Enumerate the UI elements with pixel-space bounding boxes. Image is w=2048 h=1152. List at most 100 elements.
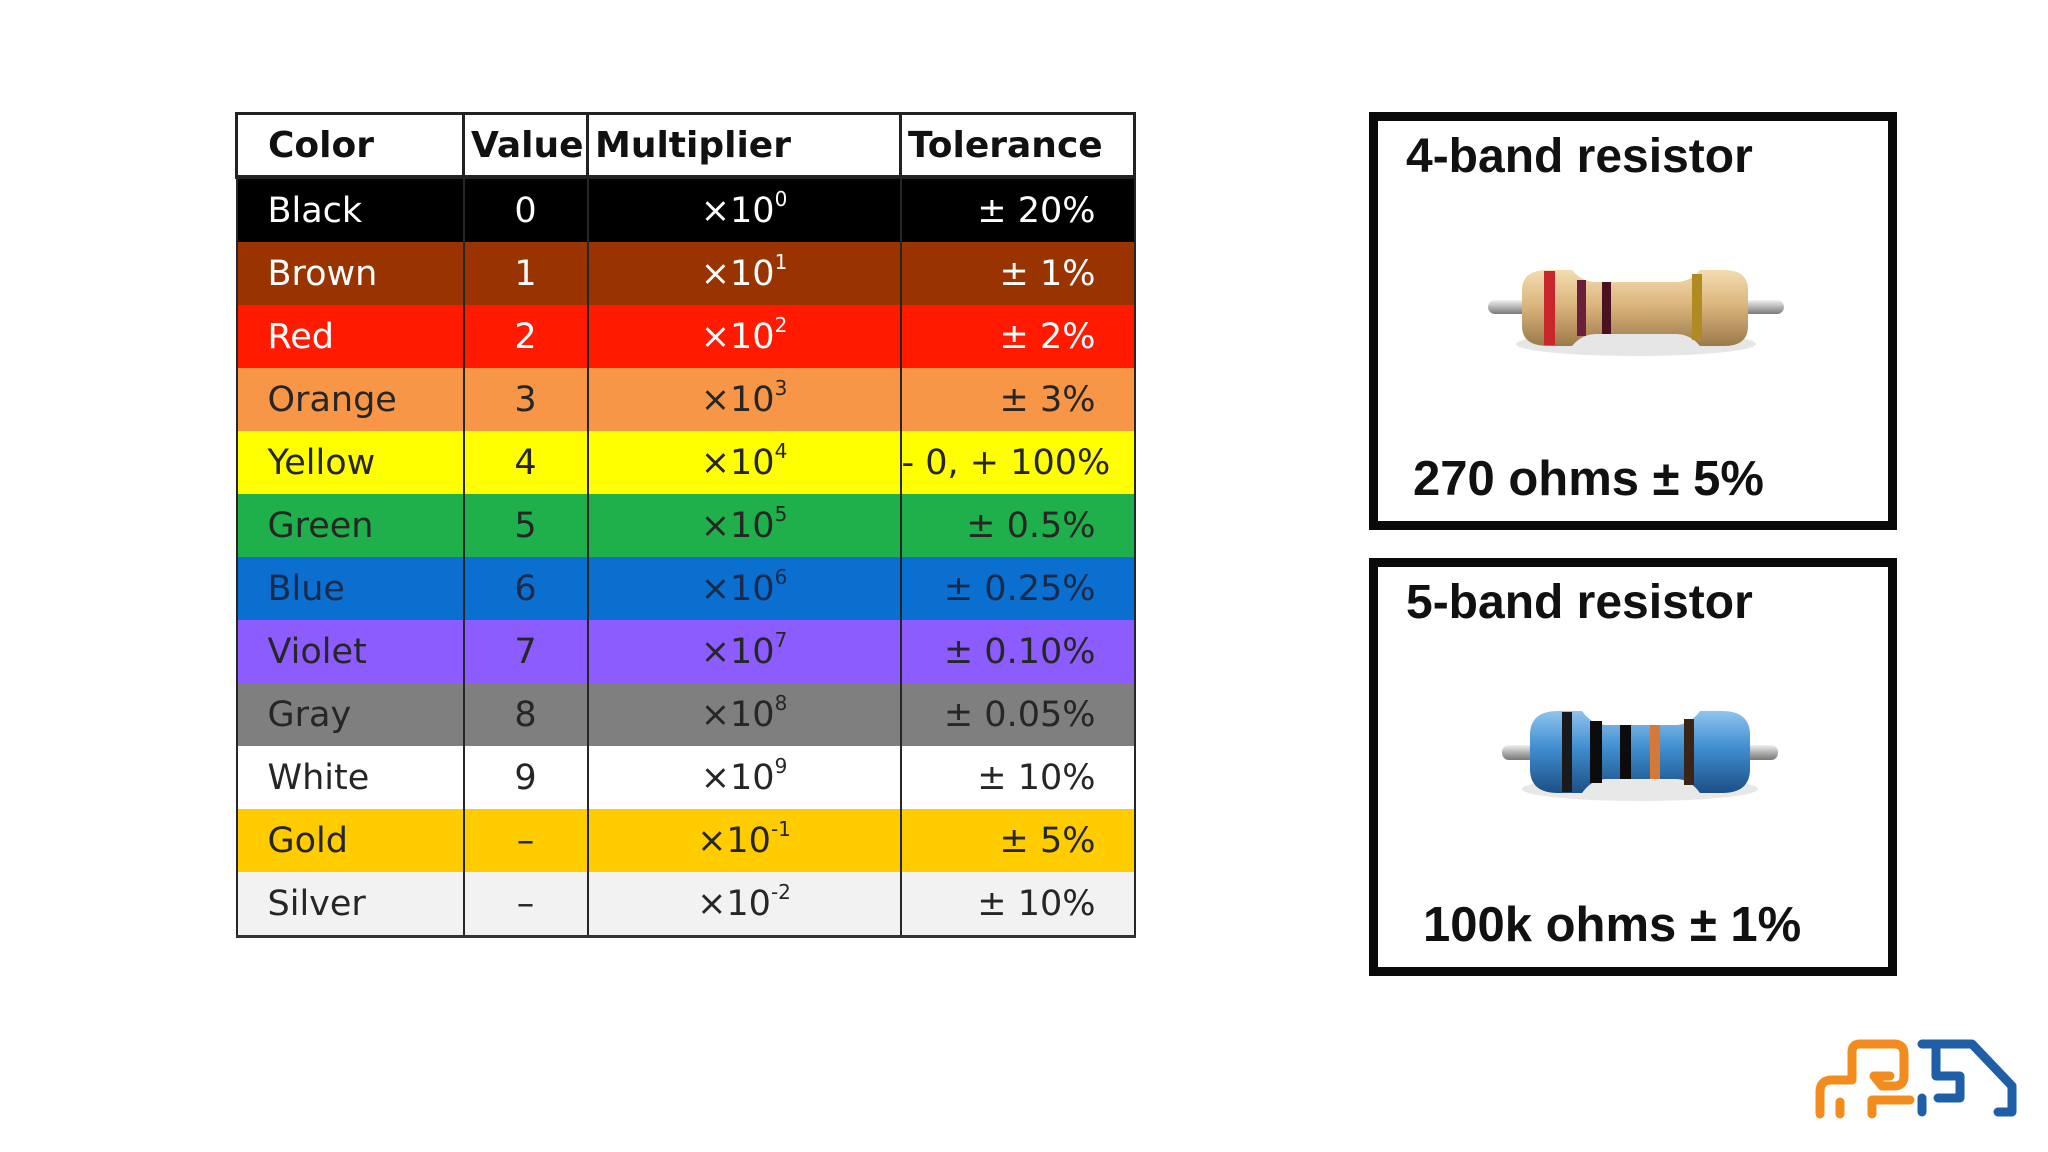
multiplier-exponent: 7 [774, 627, 788, 652]
table-row: Orange 3 ×103 ± 3% [235, 368, 1136, 431]
table-row: Green 5 ×105 ± 0.5% [235, 494, 1136, 557]
cell-value: 5 [462, 494, 589, 557]
four-band-resistor-card: 4-band resistor 270 ohms ± 5% [1369, 112, 1897, 530]
multiplier-base: ×10 [700, 694, 775, 735]
multiplier-base: ×10 [700, 253, 775, 294]
multiplier-exponent: 6 [774, 564, 788, 589]
band-violet [1577, 280, 1586, 336]
cell-tolerance: ± 0.5% [899, 494, 1136, 557]
cell-tolerance: ± 2% [899, 305, 1136, 368]
table-row: Violet 7 ×107 ± 0.10% [235, 620, 1136, 683]
multiplier-exponent: 4 [774, 438, 788, 463]
band-black-1 [1590, 721, 1602, 783]
cell-tolerance: ± 1% [899, 242, 1136, 305]
brand-logo-icon [1815, 1039, 2017, 1119]
multiplier-exponent: 2 [774, 312, 788, 337]
cell-tolerance: ± 20% [899, 177, 1136, 242]
band-red-1 [1544, 271, 1555, 345]
multiplier-exponent: 0 [774, 186, 788, 211]
table-row: Black 0 ×100 ± 20% [235, 177, 1136, 242]
header-multiplier: Multiplier [586, 112, 902, 179]
cell-color: Red [235, 305, 465, 368]
four-band-title: 4-band resistor [1406, 130, 1753, 183]
multiplier-exponent: 8 [774, 690, 788, 715]
cell-color: Violet [235, 620, 465, 683]
multiplier-base: ×10 [697, 883, 771, 924]
cell-tolerance: ± 0.25% [899, 557, 1136, 620]
cell-multiplier: ×107 [586, 620, 902, 683]
band-orange [1650, 725, 1660, 779]
five-band-title: 5-band resistor [1406, 576, 1753, 629]
table-body: Black 0 ×100 ± 20% Brown 1 ×101 ± 1% Red 2 ×102 ± 2… [235, 177, 1136, 938]
cell-multiplier: ×105 [586, 494, 902, 557]
cell-tolerance: ± 10% [899, 872, 1136, 938]
cell-color: Brown [235, 242, 465, 305]
multiplier-exponent: 1 [774, 249, 788, 274]
band-brown-dark [1562, 712, 1572, 792]
cell-value: 0 [462, 177, 589, 242]
cell-tolerance: ± 3% [899, 368, 1136, 431]
table-row: Gray 8 ×108 ± 0.05% [235, 683, 1136, 746]
multiplier-base: ×10 [697, 820, 771, 861]
table-row: Red 2 ×102 ± 2% [235, 305, 1136, 368]
cell-multiplier: ×10-1 [586, 809, 902, 872]
cell-tolerance: ± 0.10% [899, 620, 1136, 683]
cell-value: – [462, 809, 589, 872]
header-tolerance: Tolerance [899, 112, 1136, 179]
cell-multiplier: ×106 [586, 557, 902, 620]
cell-color: Yellow [235, 431, 465, 494]
table-row: Gold – ×10-1 ± 5% [235, 809, 1136, 872]
multiplier-base: ×10 [700, 442, 775, 483]
cell-tolerance: - 0, + 100% [899, 431, 1136, 494]
header-color: Color [235, 112, 465, 179]
cell-color: Black [235, 177, 465, 242]
cell-value: 8 [462, 683, 589, 746]
table-row: White 9 ×109 ± 10% [235, 746, 1136, 809]
resistor-color-code-table: Color Value Multiplier Tolerance Black 0 ×… [235, 112, 1136, 938]
cell-value: 7 [462, 620, 589, 683]
multiplier-base: ×10 [700, 568, 775, 609]
cell-multiplier: ×10-2 [586, 872, 902, 938]
cell-multiplier: ×101 [586, 242, 902, 305]
multiplier-base: ×10 [700, 505, 775, 546]
header-value: Value [462, 112, 589, 179]
multiplier-exponent: 9 [774, 753, 788, 778]
table-row: Brown 1 ×101 ± 1% [235, 242, 1136, 305]
cell-value: 2 [462, 305, 589, 368]
cell-color: Silver [235, 872, 465, 938]
five-band-resistor-card: 5-band resistor 100k ohms ± 1% [1369, 558, 1897, 976]
table-row: Blue 6 ×106 ± 0.25% [235, 557, 1136, 620]
band-black-2 [1620, 725, 1631, 779]
cell-tolerance: ± 5% [899, 809, 1136, 872]
band-brown [1602, 282, 1611, 334]
cell-tolerance: ± 10% [899, 746, 1136, 809]
table-header-row: Color Value Multiplier Tolerance [235, 112, 1136, 179]
band-gold [1692, 274, 1702, 340]
cell-color: Gray [235, 683, 465, 746]
cell-color: White [235, 746, 465, 809]
cell-value: 9 [462, 746, 589, 809]
multiplier-base: ×10 [700, 757, 775, 798]
four-band-resistor-image [1488, 270, 1784, 356]
cell-value: 4 [462, 431, 589, 494]
cell-color: Blue [235, 557, 465, 620]
multiplier-exponent: 3 [774, 375, 788, 400]
cell-color: Gold [235, 809, 465, 872]
multiplier-exponent: -2 [770, 879, 791, 904]
multiplier-base: ×10 [700, 379, 775, 420]
band-brown-tol [1684, 719, 1694, 785]
cell-multiplier: ×109 [586, 746, 902, 809]
multiplier-base: ×10 [700, 631, 775, 672]
cell-multiplier: ×104 [586, 431, 902, 494]
table-row: Yellow 4 ×104- 0, + 100% [235, 431, 1136, 494]
cell-multiplier: ×103 [586, 368, 902, 431]
multiplier-base: ×10 [700, 190, 775, 231]
table-row: Silver – ×10-2 ± 10% [235, 872, 1136, 938]
multiplier-exponent: 5 [774, 501, 788, 526]
multiplier-exponent: -1 [770, 816, 791, 841]
cell-value: 3 [462, 368, 589, 431]
cell-multiplier: ×108 [586, 683, 902, 746]
multiplier-base: ×10 [700, 316, 775, 357]
cell-value: 1 [462, 242, 589, 305]
cell-multiplier: ×102 [586, 305, 902, 368]
